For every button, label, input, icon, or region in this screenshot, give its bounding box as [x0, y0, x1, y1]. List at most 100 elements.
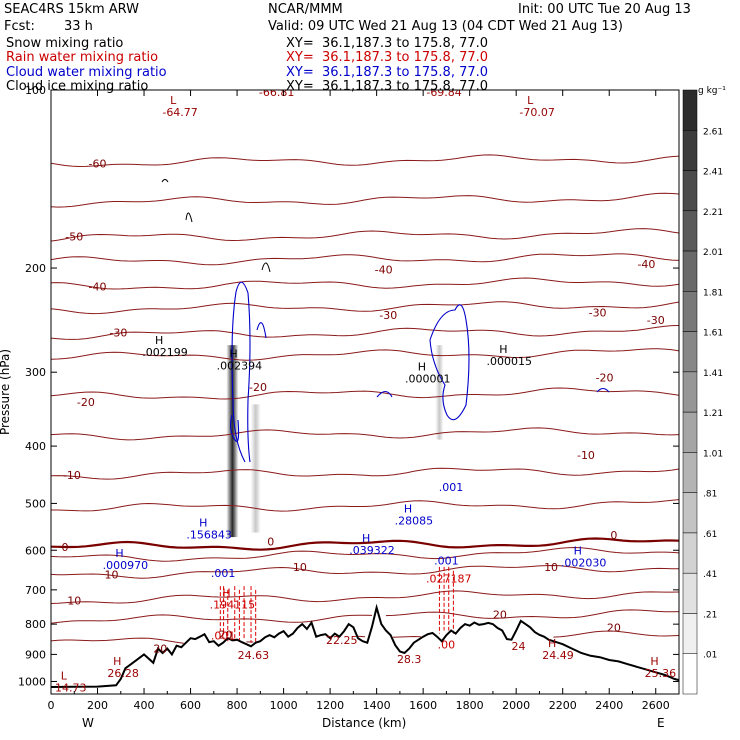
y-tick-label: 500	[25, 497, 46, 510]
cloud-water-contour	[231, 281, 251, 463]
colorbar-label: .81	[703, 490, 717, 500]
y-tick-label: 800	[25, 618, 46, 631]
isotherm-label: -20	[596, 371, 614, 384]
isotherm-line	[51, 301, 679, 315]
colorbar-swatch	[682, 89, 698, 131]
isotherm-line	[51, 387, 679, 400]
isotherm-label: -10	[63, 469, 81, 482]
extremum-mark: H	[229, 347, 237, 360]
fcst-value: 33 h	[64, 19, 93, 34]
cloud-water-contour	[596, 387, 610, 393]
extremum-value: 24	[512, 640, 526, 653]
colorbar-label: .01	[703, 651, 717, 661]
extremum-mark: H	[548, 637, 556, 650]
y-tick-label: 400	[25, 440, 46, 453]
colorbar-swatch	[682, 250, 698, 292]
extremum-value: -70.07	[519, 106, 554, 119]
field-name-rain: Rain water mixing ratio	[6, 50, 159, 65]
extremum-mark: H	[222, 586, 230, 599]
isotherm-line	[51, 499, 679, 512]
extremum-value: .027187	[426, 573, 472, 586]
colorbar-swatch	[682, 452, 698, 493]
plot-frame	[50, 89, 680, 695]
isotherm-label: -30	[109, 326, 127, 339]
extremum-value: .001	[439, 481, 464, 494]
extremum-value: 14.73	[55, 681, 87, 694]
fcst-label: Fcst:	[4, 19, 35, 34]
extremum-mark: H	[404, 502, 412, 515]
cloud-ice-contour	[161, 179, 169, 183]
x-end-west: W	[82, 716, 94, 730]
isotherm-label: -20	[249, 381, 267, 394]
extremum-value: -64.77	[162, 106, 197, 119]
colorbar-swatch	[682, 371, 698, 413]
extremum-value: .194115	[210, 598, 256, 611]
extremum-value: .156843	[186, 529, 232, 542]
colorbar-label: 2.21	[703, 208, 723, 218]
extremum-value: .002030	[561, 557, 607, 570]
isotherm-line	[51, 630, 679, 644]
y-tick-label: 900	[25, 648, 46, 661]
colorbar-label: 1.61	[703, 329, 723, 339]
extremum-value: .002199	[142, 346, 188, 359]
colorbar-unit: g kg⁻¹	[698, 86, 726, 96]
y-tick-label: 100	[25, 84, 46, 97]
x-tick-label: 2200	[549, 699, 577, 712]
colorbar-label: .21	[703, 610, 717, 620]
isotherm-label: 10	[544, 561, 558, 574]
colorbar-label: .41	[703, 570, 717, 580]
snow-shading-column	[250, 404, 261, 533]
extremum-value: .000015	[486, 355, 532, 368]
extremum-value: 28.3	[397, 653, 422, 666]
isotherm-label: 0	[267, 536, 274, 549]
isotherm-label: 0	[61, 541, 68, 554]
isotherm-line	[51, 192, 679, 208]
x-tick-label: 2000	[502, 699, 530, 712]
y-tick-label: 700	[25, 584, 46, 597]
colorbar-label: 2.01	[703, 248, 723, 258]
cloud-water-contour	[376, 390, 393, 398]
extremum-value: .001	[211, 567, 236, 580]
extremum-value: .001	[434, 555, 459, 568]
colorbar-swatch	[682, 411, 698, 453]
extremum-value: 22.25	[326, 634, 358, 647]
x-tick-label: 0	[48, 699, 55, 712]
isotherm-label: 20	[153, 643, 167, 656]
x-tick-label: 1400	[363, 699, 391, 712]
field-name-cloud-water: Cloud water mixing ratio	[6, 65, 167, 80]
x-tick-label: 1000	[270, 699, 298, 712]
extremum-value: 25.36	[645, 667, 677, 680]
colorbar-label: 1.21	[703, 409, 723, 419]
y-tick-label: 200	[25, 262, 46, 275]
extremum-mark: H	[574, 545, 582, 558]
extremum-value: .28085	[395, 514, 434, 527]
isotherm-label: -40	[89, 281, 107, 294]
isotherm-line	[51, 546, 679, 562]
org-label: NCAR/MMM	[268, 2, 343, 17]
isotherm-label: -30	[647, 314, 665, 327]
x-tick-label: 600	[180, 699, 201, 712]
colorbar: 2.61 2.41 2.21 2.01 1.81 1.61 1.41 1.21 1.01 .81.…	[682, 89, 723, 695]
snow-shading-column	[226, 345, 239, 538]
cloud-water-contour	[229, 414, 240, 442]
extremum-value: 24.49	[542, 649, 574, 662]
extremum-mark: H	[418, 360, 426, 373]
isotherm-label: -10	[577, 449, 595, 462]
colorbar-label: 1.41	[703, 369, 723, 379]
isotherm-label: -30	[379, 309, 397, 322]
cloud-water-contour	[429, 304, 470, 421]
isotherm-label: -30	[589, 307, 607, 320]
x-end-east: E	[657, 716, 665, 730]
field-xy-cloud-water: XY= 36.1,187.3 to 175.8, 77.0	[286, 65, 489, 80]
isotherm-label: 20	[493, 608, 507, 621]
isotherm-line	[51, 537, 679, 551]
extremum-value: 26.28	[107, 667, 139, 680]
isotherm-line	[51, 564, 679, 579]
isotherm-line	[51, 253, 679, 266]
isotherm-line	[51, 590, 679, 604]
isotherm-label: -50	[65, 231, 83, 244]
colorbar-swatch	[682, 210, 698, 252]
cloud-ice-contour	[261, 262, 271, 273]
colorbar-swatch	[682, 170, 698, 212]
extremum-value: -69.84	[426, 86, 461, 99]
